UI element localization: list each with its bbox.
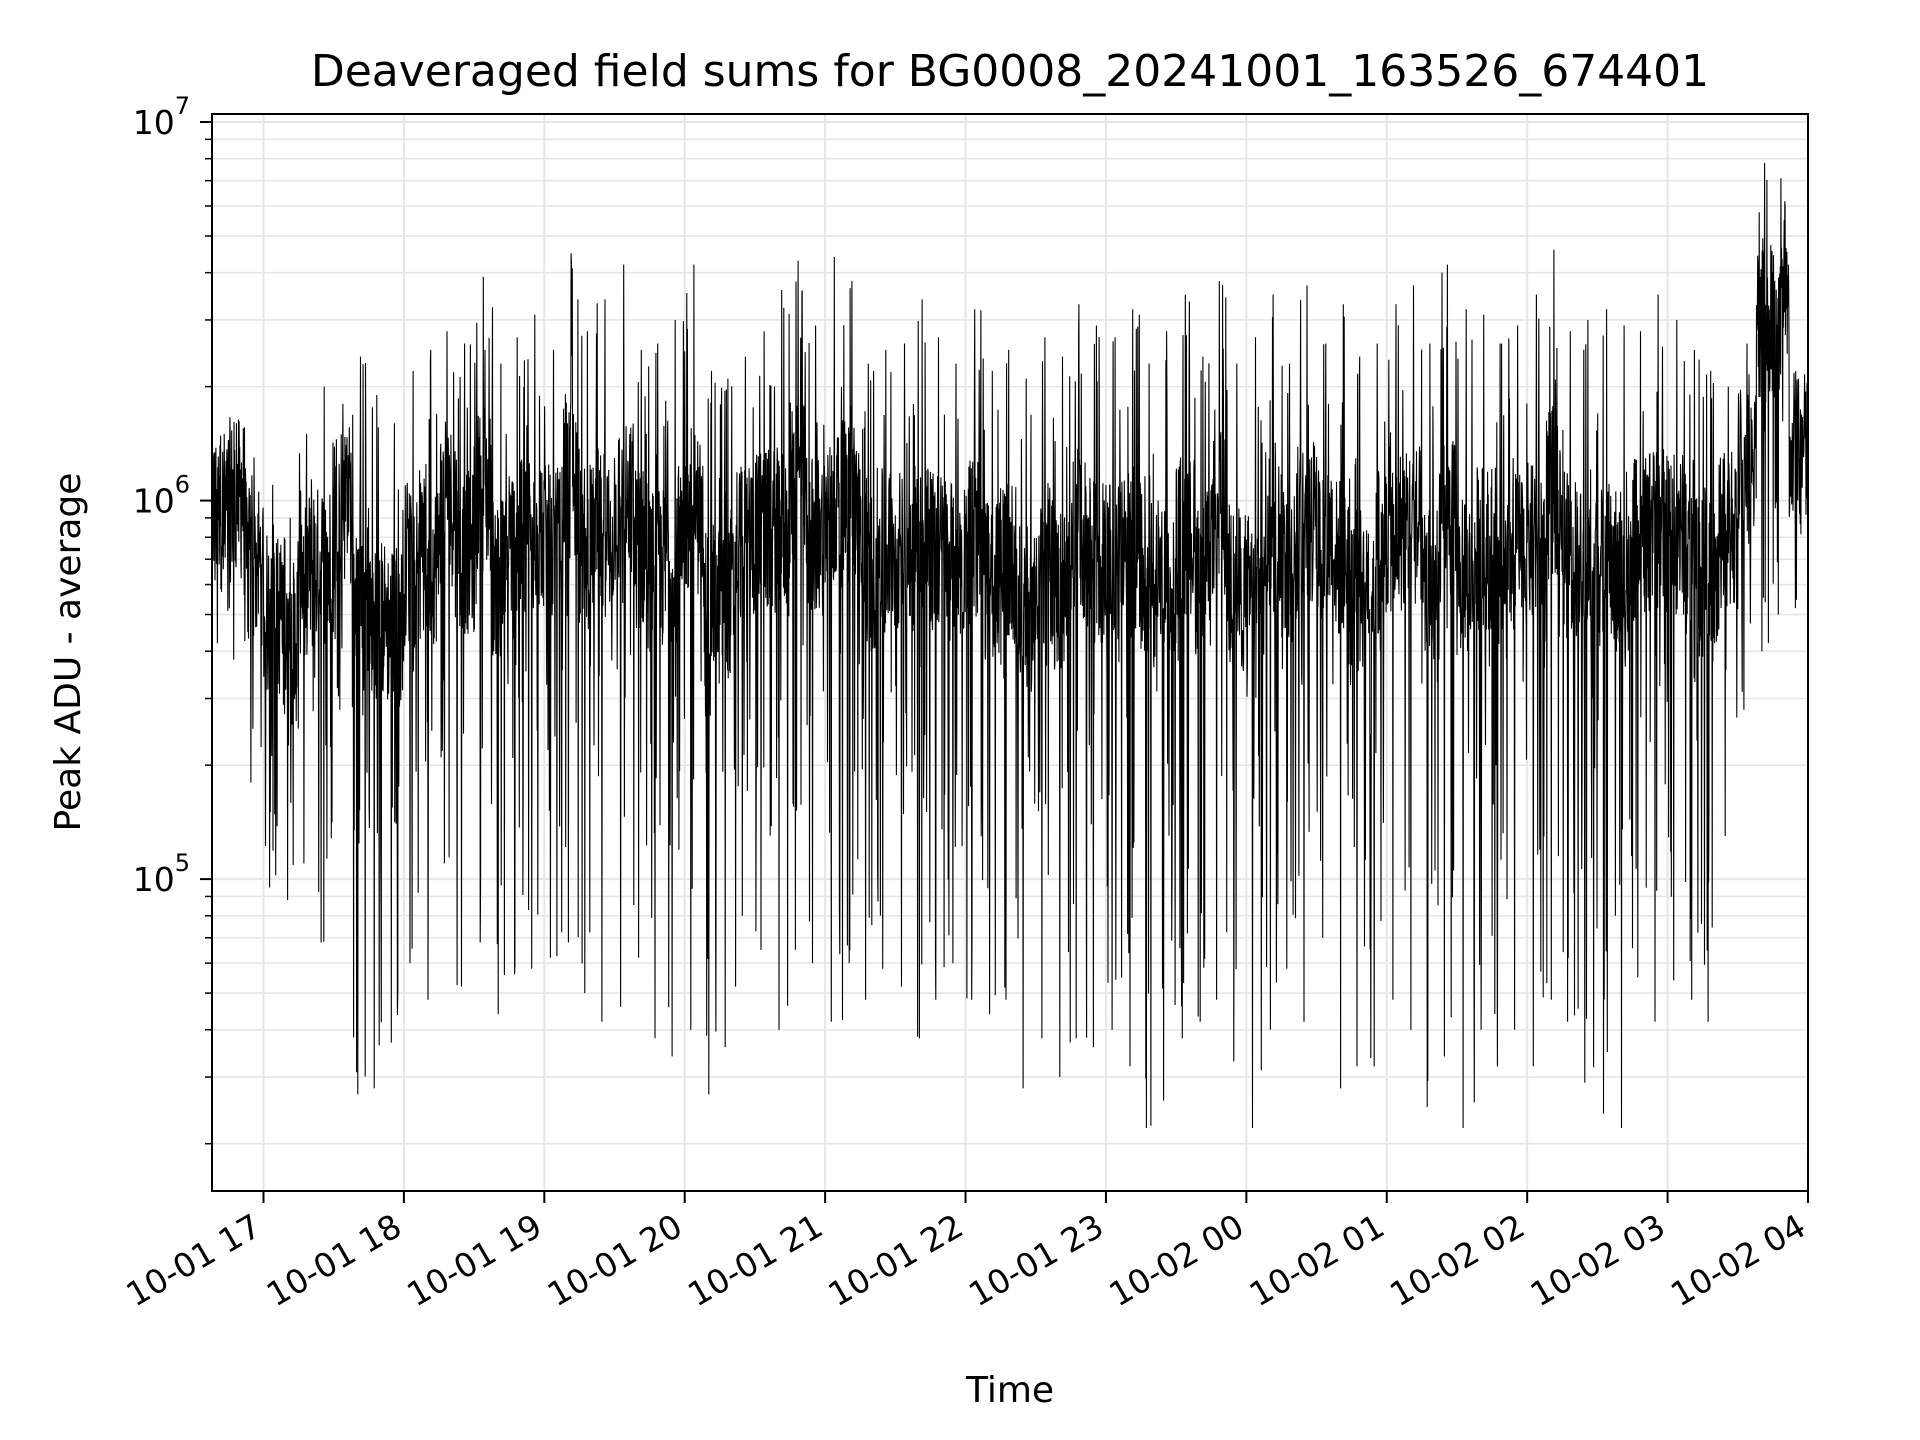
y-tick-label: 105 bbox=[133, 849, 190, 899]
y-tick-label: 107 bbox=[133, 92, 190, 142]
chart-title: Deaveraged field sums for BG0008_2024100… bbox=[311, 46, 1709, 97]
data-line bbox=[211, 162, 1809, 1129]
data-series bbox=[211, 162, 1809, 1129]
y-tick-exponent: 5 bbox=[175, 849, 190, 877]
x-tick-label: 10-01 20 bbox=[541, 1206, 689, 1314]
y-tick-exponent: 6 bbox=[175, 471, 190, 499]
y-tick-base: 10 bbox=[133, 482, 175, 521]
y-tick-label: 106 bbox=[133, 471, 190, 521]
y-axis-label: Peak ADU - average bbox=[48, 473, 89, 832]
y-tick-exponent: 7 bbox=[175, 92, 190, 120]
x-tick-label: 10-01 21 bbox=[681, 1206, 829, 1314]
plot-frame bbox=[211, 113, 1809, 1192]
x-tick-label: 10-01 23 bbox=[962, 1206, 1110, 1314]
x-tick-label: 10-02 00 bbox=[1102, 1206, 1250, 1314]
grid bbox=[212, 114, 1809, 1191]
x-tick-label: 10-01 17 bbox=[119, 1206, 267, 1314]
plot-background bbox=[212, 114, 1808, 1191]
x-tick-label: 10-02 03 bbox=[1524, 1206, 1672, 1314]
x-axis-label: Time bbox=[965, 1370, 1054, 1411]
x-tick-label: 10-01 22 bbox=[822, 1206, 970, 1314]
x-tick-label: 10-02 02 bbox=[1383, 1206, 1531, 1314]
x-tick-label: 10-02 04 bbox=[1664, 1206, 1812, 1314]
y-tick-base: 10 bbox=[133, 860, 175, 899]
x-tick-label: 10-02 01 bbox=[1243, 1206, 1391, 1314]
x-tick-label: 10-01 18 bbox=[260, 1206, 408, 1314]
x-tick-label: 10-01 19 bbox=[400, 1206, 548, 1314]
y-tick-base: 10 bbox=[133, 103, 175, 142]
